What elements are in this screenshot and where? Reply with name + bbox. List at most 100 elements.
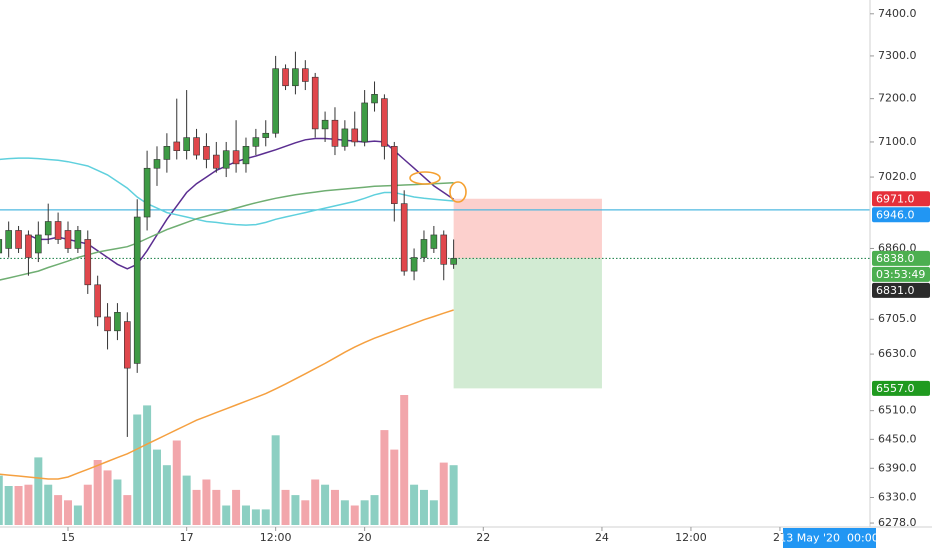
volume-bar [241,505,250,525]
candle-body [193,137,200,156]
candle-body [450,258,457,265]
volume-bar [281,489,290,525]
volume-bar [321,484,330,525]
x-tick-label: 17 [180,531,194,544]
volume-bar [429,500,438,525]
price-tag-label: 6831.0 [876,284,915,297]
candle-body [311,76,319,130]
volume-bar [4,486,13,525]
price-tag [872,191,930,207]
volume-bar [360,500,369,525]
candle-body [54,221,62,240]
volume-bar [291,495,300,525]
price-tag-label: 6971.0 [876,192,915,205]
y-tick-label: 6450.0 [878,432,917,445]
volume-bar [123,495,132,525]
candle-body [391,146,398,204]
y-tick-label: 7100.0 [878,135,917,148]
candle-body [321,119,329,130]
candle-body [35,234,42,254]
price-tag-label: 6838.0 [876,252,915,265]
candle-body [64,230,72,249]
candle-body [361,102,368,143]
y-tick-label: 6630.0 [878,347,917,360]
x-tick-label: 15 [61,531,75,544]
candle-body [183,137,190,151]
volume-bar [73,505,82,525]
volume-bar [14,486,23,525]
y-tick-label: 6390.0 [878,461,917,474]
volume-bar [251,509,260,525]
candle-body [94,284,101,318]
volume-bar [212,489,221,525]
moving-average [0,182,454,281]
volume-bar [390,449,399,525]
candle-body [173,141,181,151]
drawing-ellipse [409,171,441,185]
candle-body [15,230,22,249]
candle-body [124,321,131,369]
y-tick-label: 7400.0 [878,7,917,20]
volume-bar [202,479,211,525]
candle-body [104,316,111,332]
volume-bar [301,500,310,525]
volume-bar [182,475,191,525]
volume-bar [113,479,122,525]
y-tick-label: 6705.0 [878,312,917,325]
candle-body [114,312,121,332]
candle-body [153,159,161,169]
candle-body [133,216,141,364]
candle-body [430,234,438,249]
volume-bar [34,457,43,525]
price-tag-label: 6946.0 [876,208,915,221]
volume-bar [44,484,53,525]
time-tag [783,528,876,548]
candle-body [410,257,418,272]
candle-body [400,203,408,272]
time-tag-label: 13 May '20 00:00 [779,532,878,545]
axes: 7400.07300.07200.07100.07020.06860.06705… [61,7,930,548]
volume-bar [271,435,280,525]
target-zone [453,258,602,389]
volume-bar [261,509,270,525]
volume-bar [311,479,320,525]
candle-body [232,150,240,165]
volume-bar [152,449,161,525]
volume-bar [222,505,231,525]
volume-bar [350,505,359,525]
candle-body [203,146,210,160]
y-tick-label: 6330.0 [878,491,917,504]
y-tick-label: 7020.0 [878,170,917,183]
price-tag-label: 6557.0 [876,382,915,395]
candle-body [371,94,378,104]
candle-body [44,221,52,236]
volume-bar [410,484,419,525]
candle-body [252,137,260,147]
volume-bar [400,395,409,525]
candle-body [381,98,388,147]
volume-bar [133,414,142,525]
candle-body [292,68,299,87]
candle-body [282,68,289,87]
candle-body [331,119,339,147]
volume-bar [103,470,112,525]
x-tick-label: 20 [358,531,372,544]
volume-bar [24,484,33,525]
price-tag [872,250,930,266]
price-tag [872,282,930,298]
volume-bar [143,405,152,525]
volume-bar [419,489,428,525]
volume-bar [340,500,349,525]
price-tag [872,266,930,282]
y-tick-label: 7200.0 [878,92,917,105]
price-tag [872,380,930,396]
candle-body [222,150,230,169]
candle-body [213,154,220,169]
volume-bar [83,484,92,525]
volume-bar [380,430,389,525]
volume-bar [439,462,448,525]
volume-bar [0,475,3,525]
x-tick-label: 12:00 [675,531,707,544]
volume-bar [63,500,72,525]
